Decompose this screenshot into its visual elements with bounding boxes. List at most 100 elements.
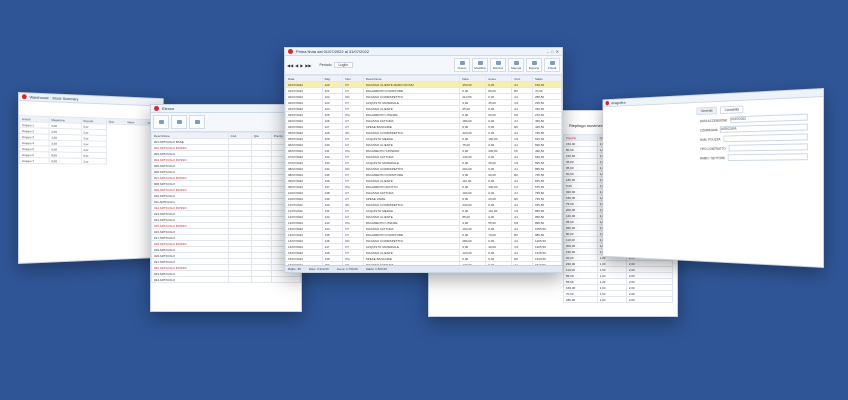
table-row[interactable]: Gruppo 7 0,00 2 pz xyxy=(19,157,162,165)
article-table: Descrizione Cod. Qta Prezzo 001 ARTICOLO… xyxy=(151,132,301,283)
button-label: Stampa xyxy=(510,65,522,70)
toolbar-icon xyxy=(459,60,465,65)
table-row[interactable]: 01/07/2022 120 FT INCASSO CLIENTE MARIO ROS… xyxy=(285,81,562,88)
toolbar-button-chiudi[interactable]: Chiudi xyxy=(544,58,560,72)
toolbar xyxy=(151,113,301,132)
stock-table: ArticoliMagazzinoDepositiGiac.ValoreNote… xyxy=(19,115,163,165)
table-cell xyxy=(270,276,301,283)
toolbar-button-modifica[interactable]: Modifica xyxy=(472,58,488,72)
nav-prev-icon[interactable]: ◀ xyxy=(295,62,299,68)
form-fields: DATA ACCENSIONE 01/07/2022 COMPAGNIA ASSICU… xyxy=(697,113,812,161)
status-bar: Righe: 38 Dare: 3.310,50 Avere: 1.750,00 Sa… xyxy=(285,265,562,272)
field-label: RAMO / SETTORE xyxy=(699,155,726,160)
table-row: 280,00 1,00 2,00 xyxy=(563,296,674,303)
table-row[interactable]: 13/07/2022 145 FT PAGAMENTO FORNITORE 0,00 70… xyxy=(285,231,562,238)
field-label: TIPO CONTRATTO xyxy=(699,146,726,151)
button-label: Esporta xyxy=(528,65,540,70)
table-row[interactable]: 11/07/2022 141 FT ACQUISTO MERCE 0,00 110,00 C… xyxy=(285,207,562,214)
tab-accounting[interactable]: Contabilità xyxy=(720,105,744,115)
app-logo-icon xyxy=(605,100,610,106)
filter-label: Periodo xyxy=(319,63,332,67)
field-label: COMPAGNIA xyxy=(699,127,718,133)
toolbar-button-esporta[interactable]: Esporta xyxy=(526,58,542,72)
nav-first-icon[interactable]: ◀◀ xyxy=(287,62,294,68)
form-field: NUM. POLIZZA xyxy=(699,133,808,143)
window-article-list: Elenco Descrizione Cod. Qta Prezzo 001 A… xyxy=(150,104,302,312)
window-controls: – □ ✕ xyxy=(547,49,559,54)
window-stock-summary: Warehouse · Stock Summary Articoli Magazz… xyxy=(18,92,164,264)
titlebar: Warehouse · Stock Summary xyxy=(18,93,163,107)
app-logo-icon xyxy=(288,49,293,54)
field-input[interactable] xyxy=(728,143,808,152)
table-row[interactable]: 13/07/2022 144 FT INCASSO FATTURA 160,00 0,00… xyxy=(285,225,562,232)
field-input[interactable]: 01/07/2022 xyxy=(729,113,808,124)
form-field: COMPAGNIA ASSICURA xyxy=(699,123,808,134)
toolbar-button-elimina[interactable]: Elimina xyxy=(490,58,506,72)
window-title: Prima Nota dal 01/07/2022 al 31/07/2022 xyxy=(296,49,369,54)
close-icon[interactable]: ✕ xyxy=(555,49,559,54)
table-row[interactable]: 16/07/2022150FTINCASSO FATTURA170,000,00… xyxy=(285,261,562,268)
table-row[interactable]: 07/07/2022 132 FT INCASSO FATTURA 140,00 0,00… xyxy=(285,153,562,160)
toolbar-button[interactable] xyxy=(189,115,205,129)
toolbar: ◀◀ ◀ ▶ ▶▶ Periodo Luglio Nuovo Modifica El… xyxy=(285,56,562,75)
field-input[interactable] xyxy=(723,133,808,143)
form-field: DATA ACCENSIONE 01/07/2022 xyxy=(699,113,808,125)
table-cell: 1,00 xyxy=(596,296,627,303)
form-field: RAMO / SETTORE xyxy=(700,153,808,161)
table-row[interactable]: 07/07/2022 133 FT ACQUISTO MATERIALE 0,00 35,… xyxy=(285,159,562,166)
table-cell: 2,00 xyxy=(625,296,674,303)
nav-next-icon[interactable]: ▶ xyxy=(300,62,304,68)
table-row[interactable]: 04/07/2022 127 FT SPESE BANCARIE 0,00 5,00 E5 4… xyxy=(285,123,562,130)
window-form: Anagrafica Generale Contabilità DATA ACC… xyxy=(602,88,824,268)
titlebar: Prima Nota dal 01/07/2022 al 31/07/2022 … xyxy=(285,48,562,56)
toolbar-icon xyxy=(549,60,555,65)
field-label: NUM. POLIZZA xyxy=(699,137,721,142)
journal-table: Data Reg. Doc. Descrizione Dare Avere Cod. Sald… xyxy=(285,75,562,272)
table-row[interactable]: 15/07/2022 149 PG SPESE BANCARIE 0,00 5,00 E5 1… xyxy=(285,255,562,262)
table-row[interactable]: 14/07/2022 147 FT ACQUISTO MATERIALE 0,00 40,… xyxy=(285,243,562,250)
button-label: Chiudi xyxy=(547,65,557,70)
toolbar-icon xyxy=(531,60,537,65)
window-main-journal: Prima Nota dal 01/07/2022 al 31/07/2022 … xyxy=(284,47,563,273)
table-row[interactable]: 02/07/2022 123 FT ACQUISTO MATERIALE 0,00 45,… xyxy=(285,99,562,106)
status-item: Righe: 38 xyxy=(288,267,301,271)
field-input[interactable] xyxy=(727,153,808,161)
table-cell xyxy=(250,276,272,283)
nav-last-icon[interactable]: ▶▶ xyxy=(305,62,312,68)
button-label: Modifica xyxy=(474,65,486,70)
toolbar-button-nuovo[interactable]: Nuovo xyxy=(454,58,470,72)
maximize-icon[interactable]: □ xyxy=(551,49,554,54)
table-cell: 280,00 xyxy=(563,296,598,303)
table-row[interactable]: 06/07/2022 130 FT INCASSO CLIENTE 75,00 0,00 A… xyxy=(285,141,562,148)
status-item: Dare: 3.310,50 xyxy=(308,267,329,271)
item-label: 024 ARTICOLO xyxy=(151,276,229,283)
field-label: DATA ACCENSIONE xyxy=(699,118,728,123)
titlebar: Elenco xyxy=(151,105,301,113)
form-field: TIPO CONTRATTO xyxy=(700,143,808,152)
toolbar-button-stampa[interactable]: Stampa xyxy=(508,58,524,72)
toolbar-icon xyxy=(495,60,501,65)
table-cell: Gruppo 7 xyxy=(19,157,50,164)
tab-general[interactable]: Generale xyxy=(696,106,717,115)
button-label: Nuovo xyxy=(457,65,467,70)
toolbar-button[interactable] xyxy=(171,115,187,129)
button-label: Elimina xyxy=(493,65,503,70)
column-header[interactable]: Valore xyxy=(125,118,146,126)
toolbar-button[interactable] xyxy=(153,115,169,129)
minimize-icon[interactable]: – xyxy=(546,49,550,54)
app-logo-icon xyxy=(21,94,27,100)
status-item: Avere: 1.750,00 xyxy=(336,267,358,271)
period-select[interactable]: Luglio xyxy=(333,62,353,68)
column-header[interactable]: Giac. xyxy=(106,118,126,125)
app-logo-icon xyxy=(154,106,159,111)
table-cell xyxy=(227,276,252,283)
window-title: Anagrafica xyxy=(611,100,626,106)
toolbar-icon xyxy=(513,60,519,65)
status-item: Saldo: 1.560,50 xyxy=(365,267,387,271)
window-title: Elenco xyxy=(162,106,175,111)
window-title: Warehouse · Stock Summary xyxy=(29,94,79,102)
table-cell: 0,00 xyxy=(49,157,82,164)
list-item[interactable]: 024 ARTICOLO xyxy=(151,276,301,283)
field-input[interactable]: ASSICURA xyxy=(720,123,808,133)
